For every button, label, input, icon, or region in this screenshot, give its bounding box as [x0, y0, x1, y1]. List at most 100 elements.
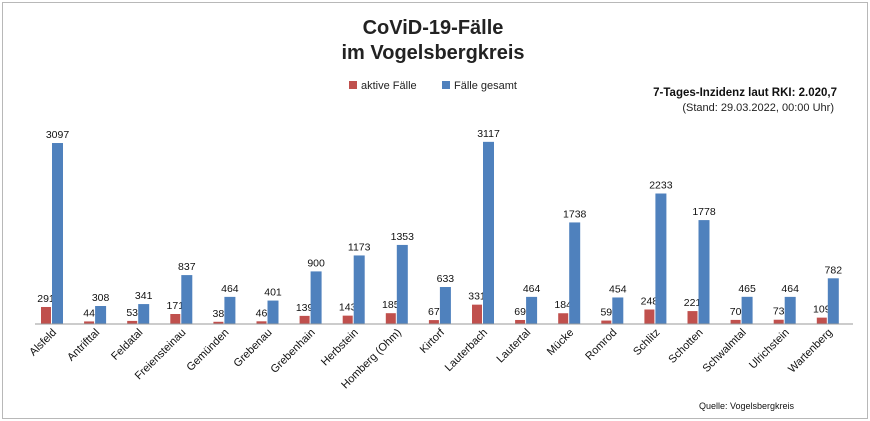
value-label-gesamt-schotten: 1778	[692, 206, 716, 218]
value-label-aktive-schwalmtal: 70	[730, 306, 742, 318]
value-label-gesamt-kirtorf: 633	[437, 273, 455, 285]
bar-gesamt-lauterbach	[483, 141, 494, 324]
bar-aktive-romrod	[601, 320, 612, 324]
bar-gesamt-gemünden	[224, 296, 236, 324]
bar-gesamt-romrod	[612, 297, 624, 324]
bar-aktive-homberg-ohm	[385, 313, 396, 324]
bar-aktive-freiensteinau	[170, 314, 181, 324]
category-label-lauterbach: Lauterbach	[443, 327, 490, 374]
category-labels-group: Alsfeld Antrifttal FeldatalFreiensteinauGe…	[27, 326, 835, 391]
bar-gesamt-schwalmtal	[741, 296, 753, 324]
bar-aktive-grebenhain	[299, 315, 310, 324]
bar-gesamt-freiensteinau	[181, 275, 193, 324]
category-label-grebenau: Grebenau	[232, 327, 275, 370]
bar-aktive-feldatal	[127, 320, 138, 324]
value-label-aktive-schlitz: 248	[641, 296, 659, 308]
value-label-aktive-lauterbach: 331	[468, 291, 486, 303]
bar-gesamt-lautertal	[526, 296, 538, 324]
bar-aktive-ulrichstein	[773, 319, 784, 324]
value-label-aktive-homberg-ohm: 185	[382, 299, 400, 311]
chart-title-line2: im Vogelsbergkreis	[341, 42, 524, 64]
bar-gesamt-alsfeld	[52, 143, 63, 324]
chart-title-line1: CoViD-19-Fälle	[363, 17, 504, 39]
value-label-aktive-wartenberg: 109	[813, 304, 831, 316]
value-label-aktive-romrod: 59	[600, 307, 612, 319]
value-label-gesamt-freiensteinau: 837	[178, 261, 196, 273]
value-label-gesamt-grebenau: 401	[264, 287, 282, 299]
bar-aktive-wartenberg	[816, 317, 827, 324]
bar-gesamt-feldatal	[138, 304, 150, 324]
category-label-grebenhain: Grebenhain	[269, 327, 318, 376]
bar-gesamt-wartenberg	[827, 278, 839, 324]
bar-aktive-grebenau	[256, 321, 267, 324]
value-label-aktive-feldatal: 53	[126, 307, 138, 319]
value-label-gesamt-mücke: 1738	[563, 208, 587, 220]
category-label-alsfeld: Alsfeld	[27, 327, 59, 359]
value-label-aktive-ulrichstein: 73	[773, 306, 785, 318]
category-label-schwalmtal: Schwalmtal	[700, 327, 748, 375]
category-label-ulrichstein: Ulrichstein	[747, 327, 792, 372]
value-label-aktive-freiensteinau: 171	[167, 300, 185, 312]
category-label-antrifttal: Antrifttal	[65, 327, 102, 364]
category-label-schlitz: Schlitz	[631, 327, 662, 358]
category-label-gemünden: Gemünden	[185, 327, 232, 374]
value-label-gesamt-herbstein: 1173	[348, 241, 371, 253]
category-label-lautertal: Lautertal	[494, 327, 533, 366]
category-label-schotten: Schotten	[666, 327, 705, 366]
bar-aktive-kirtorf	[428, 320, 439, 324]
bar-aktive-lauterbach	[472, 304, 482, 324]
chart-svg: CoViD-19-Fälle im Vogelsbergkreis aktive…	[27, 17, 853, 411]
value-label-gesamt-lautertal: 464	[523, 283, 541, 295]
value-label-aktive-grebenau: 46	[256, 307, 268, 319]
bar-aktive-herbstein	[342, 315, 353, 324]
category-label-feldatal: Feldatal	[109, 327, 145, 363]
bar-gesamt-homberg-ohm	[396, 244, 408, 324]
bar-gesamt-grebenhain	[310, 271, 322, 324]
value-label-aktive-kirtorf: 67	[428, 306, 440, 318]
category-label-mücke: Mücke	[545, 327, 576, 358]
value-label-aktive-herbstein: 143	[339, 302, 357, 314]
bar-aktive-antrifttal	[84, 321, 95, 324]
bar-gesamt-grebenau	[267, 300, 279, 324]
value-label-gesamt-lauterbach: 3117	[477, 128, 500, 140]
legend-swatch-gesamt	[442, 81, 450, 89]
value-label-aktive-lautertal: 69	[514, 306, 526, 318]
category-label-herbstein: Herbstein	[319, 327, 361, 369]
legend-label-aktive: aktive Fälle	[361, 80, 417, 92]
category-label-wartenberg: Wartenberg	[786, 327, 835, 376]
bar-aktive-lautertal	[515, 319, 526, 324]
bar-aktive-mücke	[558, 313, 569, 324]
value-label-gesamt-grebenhain: 900	[307, 257, 325, 269]
bar-gesamt-schlitz	[655, 193, 667, 324]
value-label-gesamt-ulrichstein: 464	[781, 283, 799, 295]
value-label-gesamt-schlitz: 2233	[649, 180, 673, 192]
bar-aktive-gemünden	[213, 321, 224, 324]
source-label: Quelle: Vogelsbergkreis	[699, 401, 795, 411]
value-label-aktive-schotten: 221	[684, 297, 702, 309]
value-label-gesamt-romrod: 454	[609, 283, 627, 295]
legend-label-gesamt: Fälle gesamt	[454, 80, 517, 92]
category-label-romrod: Romrod	[583, 327, 619, 363]
bar-gesamt-ulrichstein	[784, 296, 796, 324]
bars-group: 291 3097 44 308 53 341 171 837 38 464 46 401 139 900 1…	[37, 128, 842, 324]
value-label-gesamt-gemünden: 464	[221, 283, 239, 295]
value-label-aktive-mücke: 184	[554, 299, 572, 311]
value-label-aktive-gemünden: 38	[213, 308, 225, 320]
value-label-gesamt-schwalmtal: 465	[738, 283, 756, 295]
value-label-gesamt-antrifttal: 308	[92, 292, 110, 304]
value-label-gesamt-alsfeld: 3097	[46, 129, 70, 141]
value-label-aktive-grebenhain: 139	[296, 302, 314, 314]
bar-gesamt-herbstein	[353, 255, 365, 324]
date-info: (Stand: 29.03.2022, 00:00 Uhr)	[682, 102, 834, 114]
bar-aktive-schwalmtal	[730, 319, 741, 324]
incidence-info: 7-Tages-Inzidenz laut RKI: 2.020,7	[653, 87, 837, 99]
value-label-gesamt-wartenberg: 782	[825, 264, 843, 276]
category-label-kirtorf: Kirtorf	[418, 326, 448, 356]
legend-swatch-aktive	[349, 81, 357, 89]
bar-gesamt-schotten	[698, 220, 710, 324]
value-label-gesamt-homberg-ohm: 1353	[391, 231, 415, 243]
bar-aktive-schotten	[687, 311, 698, 324]
bar-aktive-alsfeld	[41, 306, 51, 324]
value-label-aktive-alsfeld: 291	[37, 293, 55, 305]
